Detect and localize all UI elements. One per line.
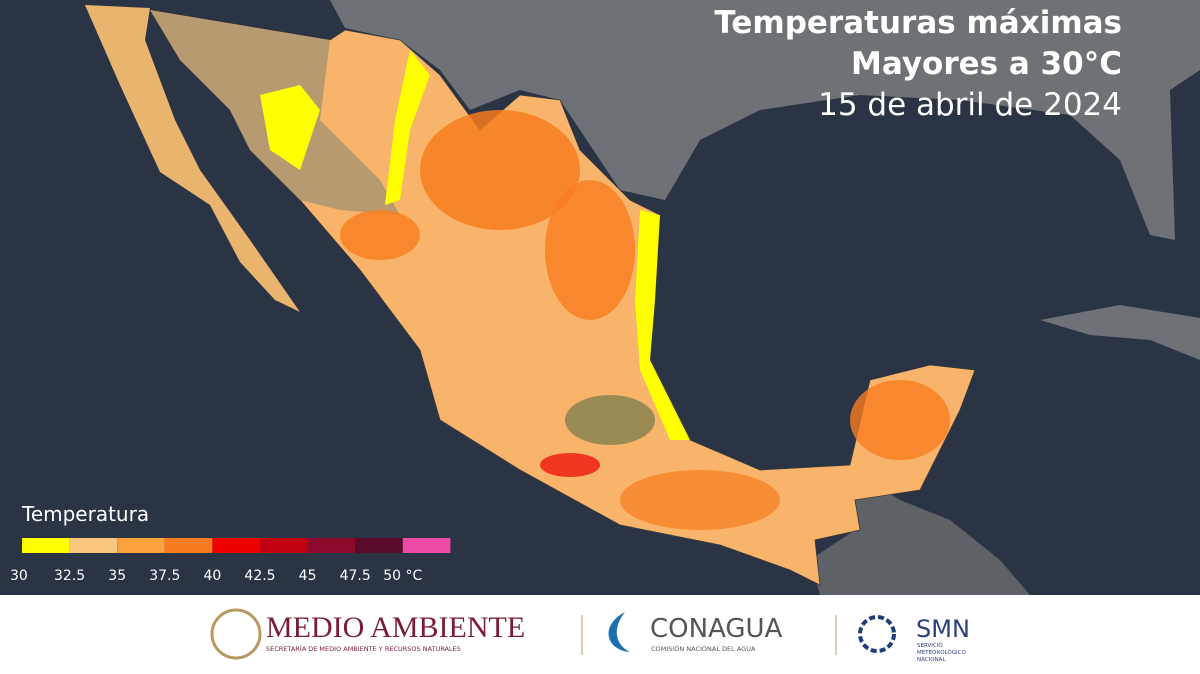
hot-zone <box>545 180 635 320</box>
legend-label: 40 <box>203 568 221 584</box>
yellow-zone <box>635 210 690 440</box>
logo-subtitle: SERVICIO <box>917 643 943 649</box>
logo-name: CONAGUA <box>650 614 783 644</box>
conagua-icon <box>608 612 630 652</box>
legend-swatch <box>22 538 70 553</box>
legend-swatch <box>164 538 213 553</box>
legend-label: 47.5 <box>340 568 371 584</box>
hot-zone <box>620 470 780 530</box>
legend-label: 50 °C <box>383 568 422 584</box>
cool-zone <box>565 395 655 445</box>
logo-subtitle: SECRETARÍA DE MEDIO AMBIENTE Y RECURSOS … <box>266 644 461 653</box>
yellow-zone <box>385 50 430 205</box>
logo-name: MEDIO AMBIENTE <box>266 611 525 644</box>
legend-label: 37.5 <box>149 568 180 584</box>
title-line: Temperaturas máximas <box>714 5 1122 41</box>
legend-swatch <box>307 538 356 553</box>
hot-zone <box>420 110 580 230</box>
hot-zone <box>340 210 420 260</box>
legend-label: 30 <box>10 568 28 584</box>
us-land <box>330 0 1200 240</box>
date: 15 de abril de 2024 <box>818 87 1122 123</box>
legend-swatch <box>260 538 308 553</box>
legend-title: Temperatura <box>21 502 149 526</box>
legend: 30 32.5 35 37.5 40 42.5 45 47.5 50 °C <box>10 538 451 584</box>
logo-subtitle: COMISIÓN NACIONAL DEL AGUA <box>651 644 756 653</box>
logo-name: SMN <box>916 615 970 643</box>
title-line: Mayores a 30°C <box>851 46 1122 82</box>
legend-swatch <box>212 538 260 553</box>
legend-label: 45 <box>299 568 317 584</box>
logo-subtitle: METEOROLÓGICO <box>917 649 966 656</box>
logo-subtitle: NACIONAL <box>917 657 946 663</box>
legend-swatch <box>402 538 451 553</box>
smn-icon <box>858 615 896 653</box>
hot-zone <box>850 380 950 460</box>
baja-california <box>85 5 300 312</box>
yellow-zone <box>260 85 320 170</box>
central-america <box>810 470 1030 595</box>
hot-zone <box>540 453 600 477</box>
footer <box>0 595 1200 674</box>
legend-label: 35 <box>108 568 126 584</box>
legend-swatch <box>117 538 165 553</box>
legend-label: 42.5 <box>244 568 275 584</box>
legend-swatch <box>355 538 403 553</box>
emblem <box>210 608 262 660</box>
legend-swatch <box>69 538 118 553</box>
cuba <box>1040 305 1200 360</box>
legend-label: 32.5 <box>54 568 85 584</box>
